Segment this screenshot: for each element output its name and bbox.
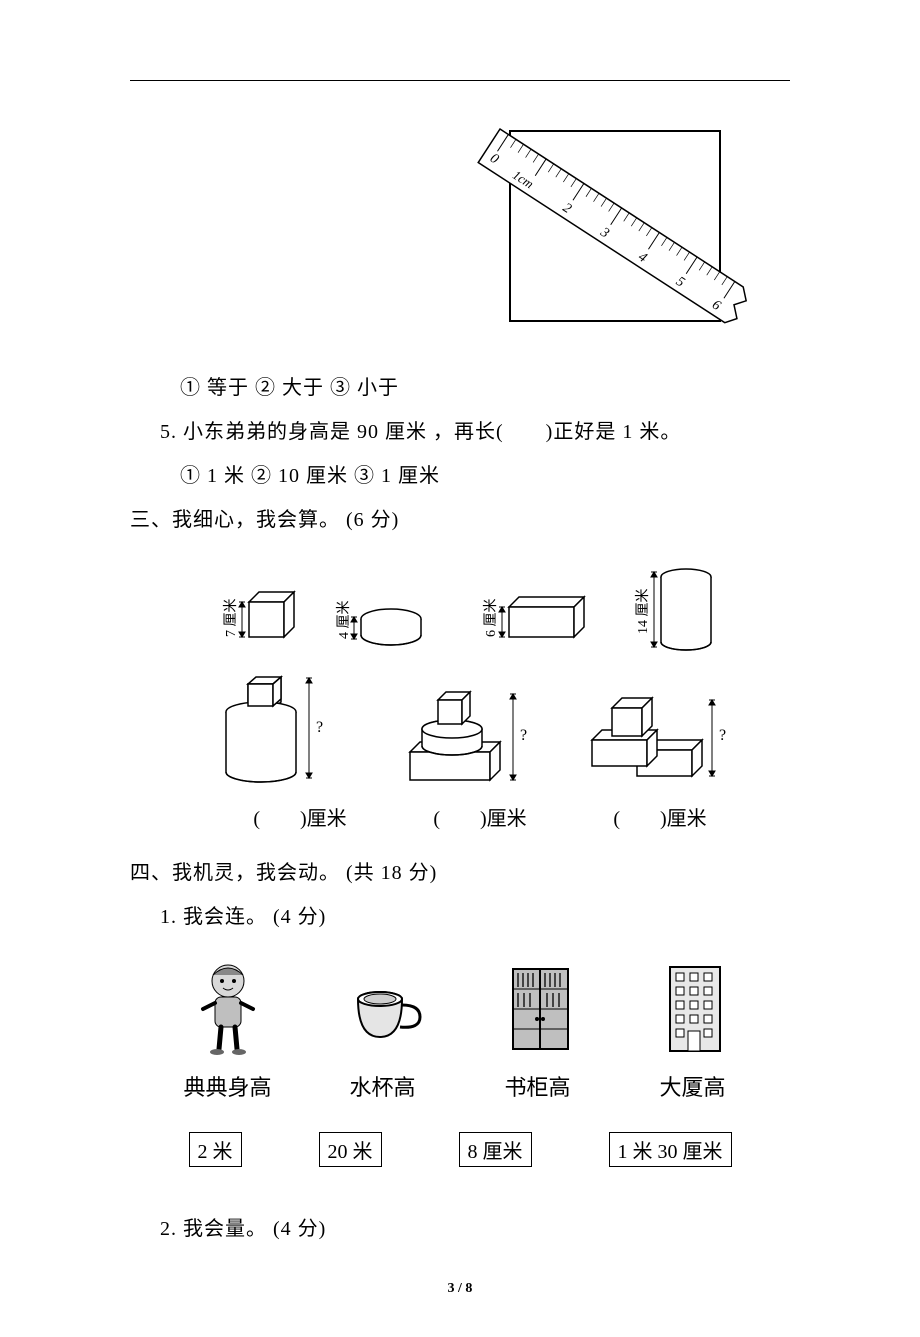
section4-q1: 1. 我会连。 (4 分) [130, 895, 790, 939]
section3-title: 三、我细心，我会算。 (6 分) [130, 498, 790, 542]
match-label-bookshelf: 书柜高 [493, 1070, 583, 1102]
svg-text:?: ? [316, 719, 323, 736]
page-number: 3 / 8 [130, 1281, 790, 1297]
svg-text:?: ? [520, 727, 527, 744]
match-label-building: 大厦高 [648, 1070, 738, 1102]
blank-cm-3: ( )厘米 [613, 802, 706, 831]
shapes-row-top: 7 厘米 4 厘米 [190, 562, 750, 662]
stack1-icon: ? [203, 672, 353, 792]
stack3-icon: ? [567, 672, 737, 792]
match-items-row: 典典身高 水杯高 [150, 959, 770, 1102]
match-opt-3: 8 厘米 [459, 1132, 532, 1167]
section4-q2: 2. 我会量。 (4 分) [130, 1207, 790, 1251]
cuboid-icon: 6 厘米 [464, 577, 604, 662]
svg-text:?: ? [719, 727, 726, 744]
blank-cm-1: ( )厘米 [253, 802, 346, 831]
ruler-diagram: 0 1cm 2 3 4 5 6 [470, 111, 790, 336]
svg-text:14 厘米: 14 厘米 [635, 589, 651, 635]
header-rule [130, 80, 790, 81]
match-item-building: 大厦高 [648, 959, 738, 1102]
svg-text:6 厘米: 6 厘米 [483, 599, 499, 638]
q4-options: ① 等于 ② 大于 ③ 小于 [130, 366, 790, 410]
shapes-row-stacked: ? [190, 672, 750, 792]
stack2-icon: ? [380, 672, 540, 792]
match-opt-4: 1 米 30 厘米 [609, 1132, 732, 1167]
svg-text:7 厘米: 7 厘米 [223, 599, 239, 638]
cube-icon: 7 厘米 [199, 577, 309, 662]
match-opt-2: 20 米 [319, 1132, 382, 1167]
page: 0 1cm 2 3 4 5 6 ① 等于 ② 大于 ③ 小于 5. 小东弟弟的身… [0, 0, 920, 1337]
match-opt-1: 2 米 [189, 1132, 242, 1167]
cylinder-icon: 14 厘米 [621, 562, 741, 662]
section4-title: 四、我机灵，我会动。 (共 18 分) [130, 851, 790, 895]
disc-icon: 4 厘米 [326, 577, 446, 662]
match-item-cup: 水杯高 [338, 959, 428, 1102]
svg-text:4 厘米: 4 厘米 [336, 601, 352, 640]
q5-options: ① 1 米 ② 10 厘米 ③ 1 厘米 [130, 454, 790, 498]
match-item-bookshelf: 书柜高 [493, 959, 583, 1102]
match-label-child: 典典身高 [183, 1070, 273, 1102]
match-label-cup: 水杯高 [338, 1070, 428, 1102]
answer-row: ( )厘米 ( )厘米 ( )厘米 [210, 802, 750, 831]
match-options-row: 2 米 20 米 8 厘米 1 米 30 厘米 [150, 1132, 770, 1167]
match-item-child: 典典身高 [183, 959, 273, 1102]
blank-cm-2: ( )厘米 [433, 802, 526, 831]
q5-text: 5. 小东弟弟的身高是 90 厘米 ，再长( )正好是 1 米。 [130, 410, 790, 454]
